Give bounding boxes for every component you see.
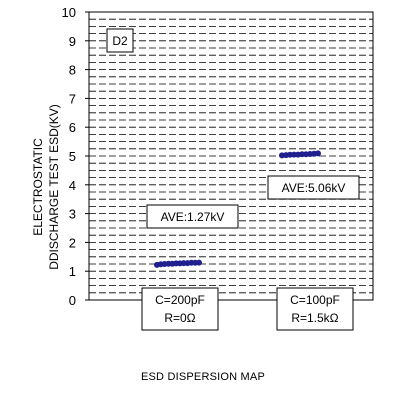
y-tick-label: 4 (69, 178, 76, 193)
grid-lines (89, 18, 373, 294)
data-point (196, 259, 202, 266)
y-tick-label: 9 (69, 34, 76, 49)
y-tick-label: 5 (69, 149, 76, 164)
y-tick-label: 8 (69, 63, 76, 78)
condition-box-1 (141, 287, 219, 331)
data-points (154, 150, 321, 268)
y-tick-label: 10 (62, 5, 76, 20)
y-axis-label-line2: DDISCHARGE TEST ESD(KV) (47, 104, 61, 270)
panel-label: D2 (112, 34, 128, 48)
average-label-1: AVE:1.27kV (161, 210, 225, 224)
condition-1-line2: R=0Ω (164, 311, 195, 325)
panel-label-box (106, 28, 134, 53)
y-tick-label: 0 (69, 293, 76, 308)
condition-box-2 (276, 287, 354, 331)
data-point (315, 150, 321, 157)
condition-2-line1: C=100pF (290, 293, 340, 307)
y-tick-label: 7 (69, 91, 76, 106)
y-axis-label-line1: ELECTROSTATIC (31, 138, 45, 236)
condition-1-line1: C=200pF (155, 293, 205, 307)
y-tick-label: 2 (69, 235, 76, 250)
condition-2-line2: R=1.5kΩ (291, 311, 338, 325)
y-tick-label: 1 (69, 264, 76, 279)
y-tick-label: 6 (69, 120, 76, 135)
chart-caption: ESD DISPERSION MAP (140, 371, 265, 383)
average-box-1 (146, 204, 239, 229)
average-box-2 (267, 175, 360, 200)
average-label-2: AVE:5.06kV (282, 181, 346, 195)
y-axis-ticks: 0 1 2 3 4 5 6 7 8 9 10 (62, 5, 89, 308)
y-tick-label: 3 (69, 207, 76, 222)
